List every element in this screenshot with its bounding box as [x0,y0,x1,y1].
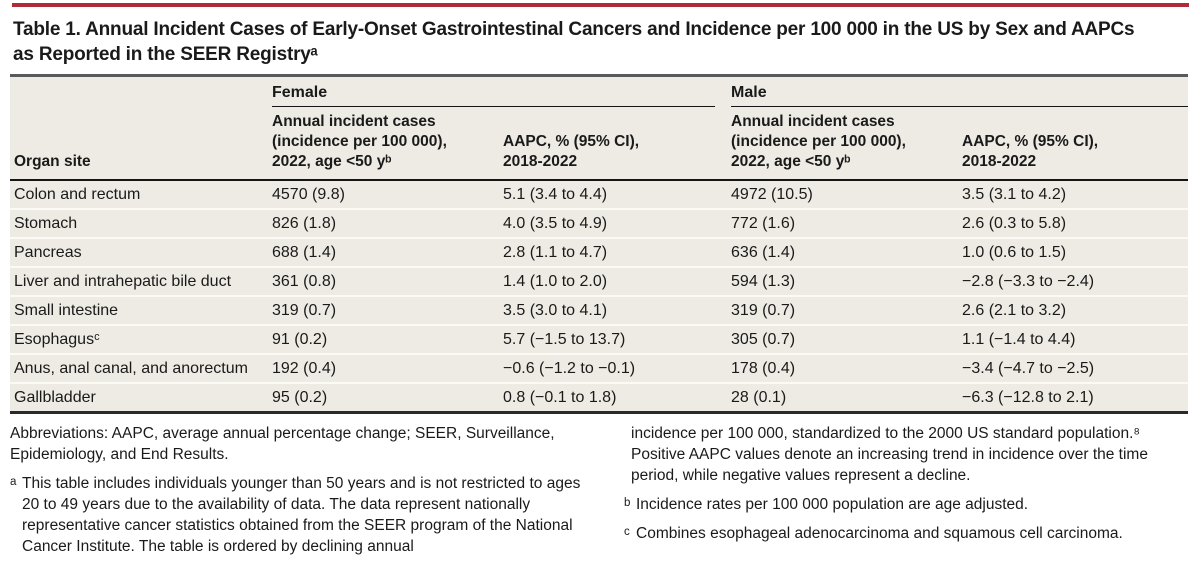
cell-male-cases: 594 (1.3) [731,267,963,297]
cell-male-cases: 178 (0.4) [731,354,963,384]
table-row: Liver and intrahepatic bile duct 361 (0.… [10,267,1189,297]
cell-female-cases: 826 (1.8) [272,209,503,239]
cell-female-cases: 319 (0.7) [272,296,503,326]
column-header-female-cases: Annual incident cases (incidence per 100… [272,107,503,181]
cell-organ-site: Colon and rectum [10,180,272,210]
footnotes-left-column: Abbreviations: AAPC, average annual perc… [10,423,590,557]
cell-female-cases: 4570 (9.8) [272,180,503,210]
cell-organ-site: Esophagusᶜ [10,325,272,355]
table-header: Female Male Organ site Annual incident c… [10,77,1189,181]
cell-female-cases: 91 (0.2) [272,325,503,355]
cell-female-cases: 95 (0.2) [272,389,328,406]
table-row: Pancreas 688 (1.4) 2.8 (1.1 to 4.7) 636 … [10,238,1189,268]
cell-female-aapc: 1.4 (1.0 to 2.0) [503,267,732,297]
group-header-male: Male [731,77,1189,107]
title-divider [10,74,1188,77]
footnote-a-marker: a [10,476,17,488]
cell-male-aapc: 2.6 (2.1 to 3.2) [962,296,1189,326]
cell-organ-site: Small intestine [10,296,272,326]
column-header-organ-site: Organ site [10,107,272,181]
footnote-b: b Incidence rates per 100 000 population … [624,494,1188,515]
cell-female-cases: 688 (1.4) [272,238,503,268]
cell-organ-site: Gallbladder [14,389,96,406]
footnote-c-text: Combines esophageal adenocarcinoma and s… [636,525,1123,542]
column-header-female-aapc: AAPC, % (95% CI), 2018-2022 [503,107,732,181]
table-row: Colon and rectum 4570 (9.8) 5.1 (3.4 to … [10,180,1189,210]
group-header-row: Female Male [10,77,1189,107]
column-header-male-aapc: AAPC, % (95% CI), 2018-2022 [962,107,1189,181]
column-header-row: Organ site Annual incident cases (incide… [10,107,1189,181]
cell-male-cases: 28 (0.1) [731,389,787,406]
footnote-b-marker: b [624,497,631,509]
cell-male-cases: 772 (1.6) [731,209,963,239]
table-title: Table 1. Annual Incident Cases of Early-… [13,19,1135,65]
table-body: Colon and rectum 4570 (9.8) 5.1 (3.4 to … [10,180,1189,413]
cell-female-aapc: 2.8 (1.1 to 4.7) [503,238,732,268]
footnotes-right-column: incidence per 100 000, standardized to t… [624,423,1188,557]
footnotes: Abbreviations: AAPC, average annual perc… [10,423,1188,557]
cell-female-cases: 192 (0.4) [272,354,503,384]
cell-male-aapc: 3.5 (3.1 to 4.2) [962,180,1189,210]
cell-organ-site: Pancreas [10,238,272,268]
table-row: Anus, anal canal, and anorectum 192 (0.4… [10,354,1189,384]
footnote-a-continuation: incidence per 100 000, standardized to t… [631,425,1148,484]
cell-male-aapc: −6.3 (−12.8 to 2.1) [962,389,1094,406]
abbreviations-note: Abbreviations: AAPC, average annual perc… [10,425,555,463]
footnote-c: c Combines esophageal adenocarcinoma and … [624,523,1188,544]
table-row: Stomach 826 (1.8) 4.0 (3.5 to 4.9) 772 (… [10,209,1189,239]
footnote-b-text: Incidence rates per 100 000 population a… [636,496,1029,513]
cell-male-cases: 319 (0.7) [731,296,963,326]
cell-female-aapc: 4.0 (3.5 to 4.9) [503,209,732,239]
group-label-male: Male [731,84,1189,107]
cell-female-aapc: −0.6 (−1.2 to −0.1) [503,354,732,384]
cell-organ-site: Stomach [10,209,272,239]
cell-male-cases: 4972 (10.5) [731,180,963,210]
footnote-a-text: This table includes individuals younger … [22,475,581,555]
table-row: Gallbladder 95 (0.2) 0.8 (−0.1 to 1.8) 2… [10,383,1188,413]
cell-organ-site: Liver and intrahepatic bile duct [10,267,272,297]
accent-bar [12,3,1189,7]
table-row: Small intestine 319 (0.7) 3.5 (3.0 to 4.… [10,296,1189,326]
cell-female-cases: 361 (0.8) [272,267,503,297]
group-header-female: Female [272,77,731,107]
cell-organ-site: Anus, anal canal, and anorectum [10,354,272,384]
data-table: Female Male Organ site Annual incident c… [10,77,1189,414]
cell-male-cases: 636 (1.4) [731,238,963,268]
cell-female-aapc: 3.5 (3.0 to 4.1) [503,296,732,326]
group-header-spacer [10,77,272,107]
cell-male-aapc: −3.4 (−4.7 to −2.5) [962,354,1189,384]
table-row: Esophagusᶜ 91 (0.2) 5.7 (−1.5 to 13.7) 3… [10,325,1189,355]
cell-male-cases: 305 (0.7) [731,325,963,355]
footnote-c-marker: c [624,526,630,538]
cell-female-aapc: 5.7 (−1.5 to 13.7) [503,325,732,355]
cell-female-aapc: 5.1 (3.4 to 4.4) [503,180,732,210]
cell-male-aapc: 1.1 (−1.4 to 4.4) [962,325,1189,355]
column-header-male-cases: Annual incident cases (incidence per 100… [731,107,963,181]
cell-female-aapc: 0.8 (−0.1 to 1.8) [503,389,617,406]
footnote-a: a This table includes individuals younger… [10,473,590,557]
group-label-female: Female [272,84,716,107]
cell-male-aapc: 2.6 (0.3 to 5.8) [962,209,1189,239]
cell-male-aapc: 1.0 (0.6 to 1.5) [962,238,1189,268]
cell-male-aapc: −2.8 (−3.3 to −2.4) [962,267,1189,297]
